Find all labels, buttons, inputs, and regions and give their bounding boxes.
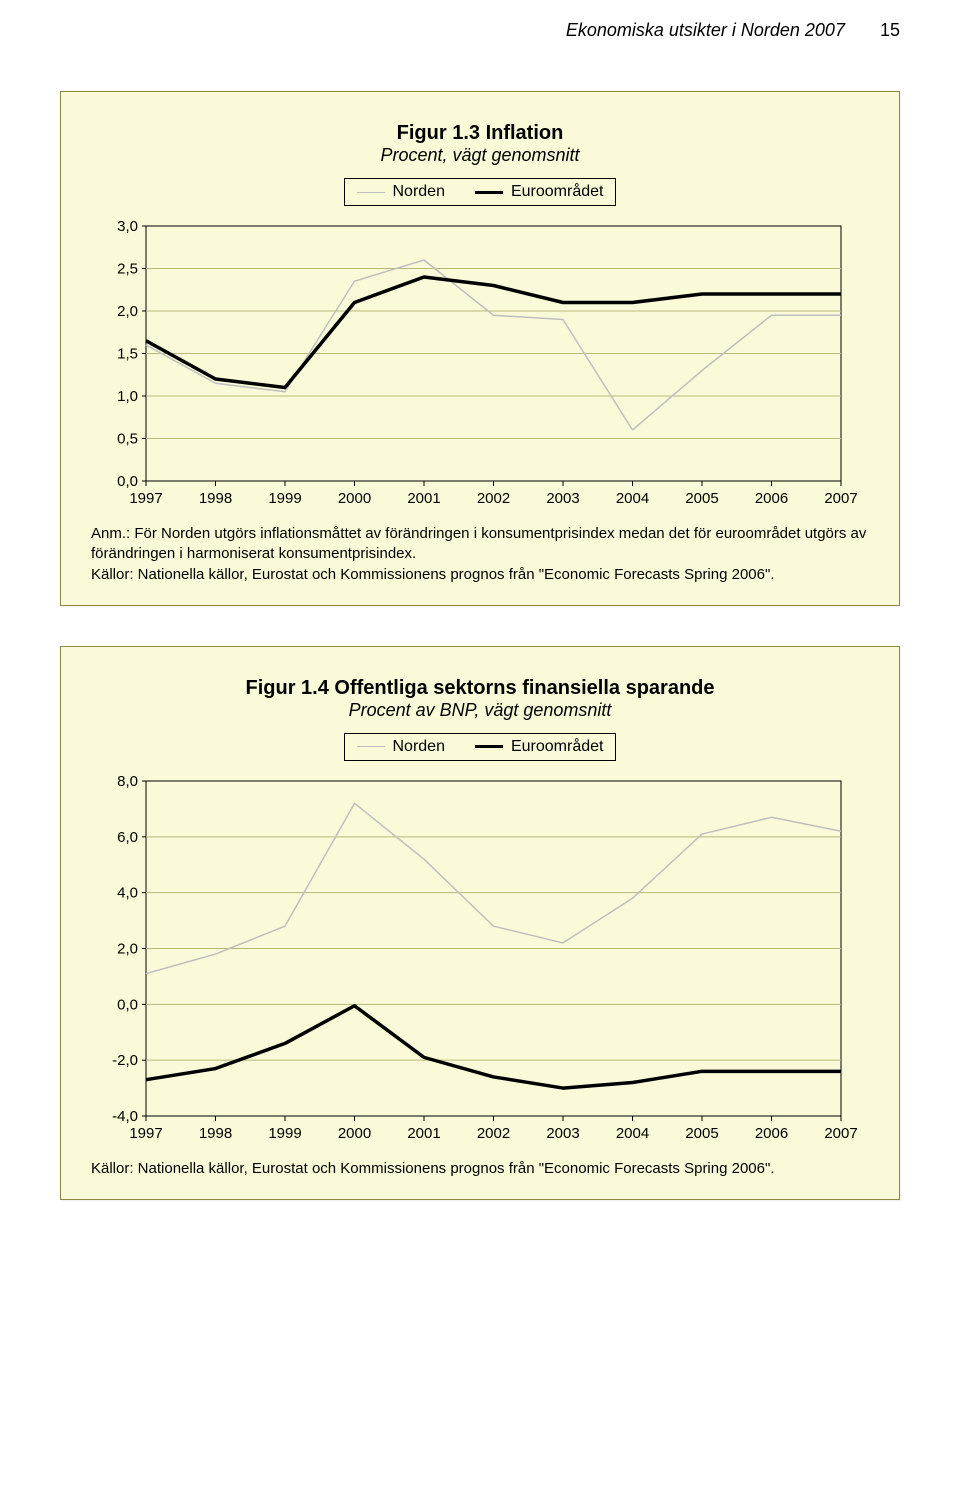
svg-text:2000: 2000 — [338, 1125, 371, 1142]
svg-text:1998: 1998 — [199, 490, 232, 507]
svg-text:2,0: 2,0 — [117, 303, 138, 320]
svg-text:4,0: 4,0 — [117, 884, 138, 901]
legend: Norden Euroområdet — [344, 733, 617, 761]
svg-text:2004: 2004 — [616, 490, 649, 507]
svg-text:2002: 2002 — [477, 1125, 510, 1142]
chart-plot: 0,0 0,5 1,0 1,5 2,0 2,5 3,0 1997 1998 1999 2000 200… — [91, 216, 869, 516]
svg-text:3,0: 3,0 — [117, 218, 138, 235]
chart-svg: 0,0 0,5 1,0 1,5 2,0 2,5 3,0 1997 1998 1999 2000 200… — [91, 216, 861, 516]
svg-text:0,5: 0,5 — [117, 431, 138, 448]
figure-1-3: Figur 1.3 Inflation Procent, vägt genoms… — [60, 91, 900, 606]
svg-text:2000: 2000 — [338, 490, 371, 507]
svg-text:2004: 2004 — [616, 1125, 649, 1142]
figure-title: Figur 1.3 Inflation — [91, 122, 869, 145]
figure-1-4: Figur 1.4 Offentliga sektorns finansiell… — [60, 646, 900, 1200]
svg-text:2003: 2003 — [546, 490, 579, 507]
svg-text:1999: 1999 — [268, 490, 301, 507]
figure-subtitle: Procent, vägt genomsnitt — [91, 145, 869, 166]
svg-text:2007: 2007 — [824, 490, 857, 507]
svg-text:2005: 2005 — [685, 1125, 718, 1142]
figure-footnote: Anm.: För Norden utgörs inflationsmåttet… — [91, 524, 869, 585]
page-header: Ekonomiska utsikter i Norden 2007 15 — [0, 0, 960, 51]
svg-text:2001: 2001 — [407, 490, 440, 507]
svg-text:0,0: 0,0 — [117, 473, 138, 490]
svg-text:1997: 1997 — [129, 1125, 162, 1142]
svg-text:-4,0: -4,0 — [112, 1108, 138, 1125]
svg-text:2,5: 2,5 — [117, 261, 138, 278]
legend-label: Euroområdet — [511, 738, 604, 756]
svg-text:2001: 2001 — [407, 1125, 440, 1142]
legend-swatch-icon — [357, 746, 385, 747]
legend-label: Norden — [393, 738, 445, 756]
svg-text:2002: 2002 — [477, 490, 510, 507]
svg-text:-2,0: -2,0 — [112, 1052, 138, 1069]
svg-text:2005: 2005 — [685, 490, 718, 507]
svg-text:0,0: 0,0 — [117, 996, 138, 1013]
legend-item-euro: Euroområdet — [475, 738, 604, 756]
svg-text:6,0: 6,0 — [117, 829, 138, 846]
header-title: Ekonomiska utsikter i Norden 2007 — [566, 20, 845, 40]
svg-text:2003: 2003 — [546, 1125, 579, 1142]
figure-footnote: Källor: Nationella källor, Eurostat och … — [91, 1159, 869, 1179]
legend-item-norden: Norden — [357, 738, 445, 756]
svg-text:1,5: 1,5 — [117, 346, 138, 363]
legend-item-norden: Norden — [357, 183, 445, 201]
svg-text:8,0: 8,0 — [117, 773, 138, 790]
svg-text:2006: 2006 — [755, 490, 788, 507]
svg-text:2007: 2007 — [824, 1125, 857, 1142]
legend: Norden Euroområdet — [344, 178, 617, 206]
figure-title: Figur 1.4 Offentliga sektorns finansiell… — [91, 677, 869, 700]
header-page-number: 15 — [880, 20, 900, 40]
legend-label: Euroområdet — [511, 183, 604, 201]
svg-text:1997: 1997 — [129, 490, 162, 507]
chart-plot: -4,0 -2,0 0,0 2,0 4,0 6,0 8,0 1997 1998 1999 2000 2… — [91, 771, 869, 1151]
svg-text:1999: 1999 — [268, 1125, 301, 1142]
svg-text:1998: 1998 — [199, 1125, 232, 1142]
legend-label: Norden — [393, 183, 445, 201]
legend-swatch-icon — [475, 745, 503, 748]
legend-swatch-icon — [475, 191, 503, 194]
svg-text:2,0: 2,0 — [117, 940, 138, 957]
figure-subtitle: Procent av BNP, vägt genomsnitt — [91, 700, 869, 721]
legend-swatch-icon — [357, 192, 385, 193]
chart-svg: -4,0 -2,0 0,0 2,0 4,0 6,0 8,0 1997 1998 1999 2000 2… — [91, 771, 861, 1151]
legend-item-euro: Euroområdet — [475, 183, 604, 201]
svg-text:1,0: 1,0 — [117, 388, 138, 405]
svg-text:2006: 2006 — [755, 1125, 788, 1142]
